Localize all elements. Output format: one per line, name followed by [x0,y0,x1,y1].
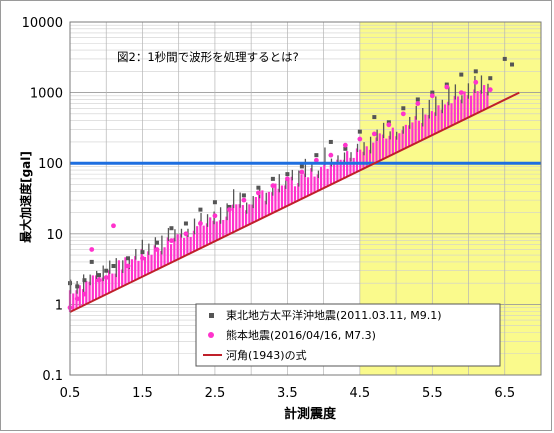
kumamoto-point [154,247,160,252]
tohoku-point [125,256,130,261]
kawasumi-formula-line [69,91,520,313]
tohoku-point [256,185,261,190]
tohoku-point [75,284,80,289]
tohoku-point [459,72,464,77]
tohoku-point [343,146,348,151]
tohoku-point [299,164,304,169]
kumamoto-point [96,277,102,283]
tohoku-point [82,278,87,283]
legend-marker-kumamoto [208,332,214,338]
legend-label-kawasumi: 河角(1943)の式 [226,349,307,362]
tohoku-point [510,62,515,67]
kumamoto-point [371,131,377,137]
tohoku-point [415,97,420,102]
kumamoto-point [342,142,348,148]
tohoku-point [444,82,449,87]
tohoku-point [502,56,507,61]
tohoku-point [314,153,319,158]
x-tick-label: 0.5 [60,386,81,401]
kumamoto-point [270,183,276,189]
kumamoto-point [313,157,319,163]
x-tick-label: 1.5 [132,386,153,401]
tohoku-point [328,139,333,144]
kumamoto-point [328,152,334,158]
kumamoto-point [444,84,450,90]
x-tick-label: 6.5 [494,386,515,401]
kumamoto-point [183,231,189,237]
tohoku-point [270,176,275,181]
tohoku-point [89,259,94,264]
tohoku-point [401,106,406,111]
legend-marker-tohoku [209,313,214,318]
kumamoto-point [458,90,464,95]
tohoku-point [183,221,188,226]
y-tick-label: 10 [46,228,63,243]
tohoku-point [140,250,145,255]
kumamoto-point [212,213,218,219]
kumamoto-point [227,207,232,213]
tohoku-point [386,120,391,125]
plot-area-border [69,21,542,376]
legend-label-kumamoto: 熊本地震(2016/04/16, M7.3) [226,328,376,342]
legend-label-tohoku: 東北地方太平洋沖地震(2011.03.11, M9.1) [226,308,442,322]
kumamoto-point [284,176,290,182]
tohoku-point [372,115,377,120]
kumamoto-point [415,101,421,106]
tohoku-point [227,204,232,209]
kumamoto-point [169,238,174,244]
kumamoto-point [299,169,305,175]
kumamoto-point [429,93,435,99]
x-tick-label: 3.5 [277,386,298,401]
tohoku-point [430,90,435,95]
y-tick-label: 1 [55,298,63,313]
tohoku-point [357,129,362,134]
kumamoto-point [103,275,109,280]
kumamoto-point [241,197,247,203]
y-tick-label: 100 [38,157,63,172]
kumamoto-point [198,221,203,226]
kumamoto-point [400,111,406,117]
kumamoto-point [256,190,261,196]
tohoku-point [241,193,246,198]
y-tick-label: 10000 [22,16,63,31]
kumamoto-point [386,122,392,128]
kumamoto-point [473,79,479,85]
tohoku-point [198,207,203,212]
chart-legend: 東北地方太平洋沖地震(2011.03.11, M9.1) 熊本地震(2016/0… [195,303,501,367]
y-tick-label: 0.1 [42,369,63,384]
kumamoto-point [89,247,95,252]
legend-box [195,303,501,367]
y-tick-label: 1000 [30,87,63,102]
kumamoto-point [357,136,363,142]
x-tick-label: 5.5 [422,386,443,401]
x-axis-label: 計測震度 [284,406,337,422]
x-tick-label: 2.5 [205,386,226,401]
tohoku-point [488,76,493,81]
tohoku-point [104,268,109,273]
chart-title: 図2：1秒間で波形を処理するとは? [117,50,299,64]
tohoku-point [473,69,478,74]
kumamoto-point [125,263,131,269]
kumamoto-point [140,255,145,261]
tohoku-point [212,200,217,205]
kumamoto-point [487,87,493,93]
tohoku-point [285,172,290,177]
tohoku-point [169,226,174,231]
y-axis-label: 最大加速度[gal] [18,151,33,243]
kumamoto-point [82,291,87,297]
tohoku-point [154,240,159,245]
tohoku-point [96,273,101,278]
tohoku-point [111,263,116,268]
kumamoto-point [111,223,116,229]
x-tick-label: 4.5 [350,386,371,401]
kumamoto-point [74,296,80,302]
